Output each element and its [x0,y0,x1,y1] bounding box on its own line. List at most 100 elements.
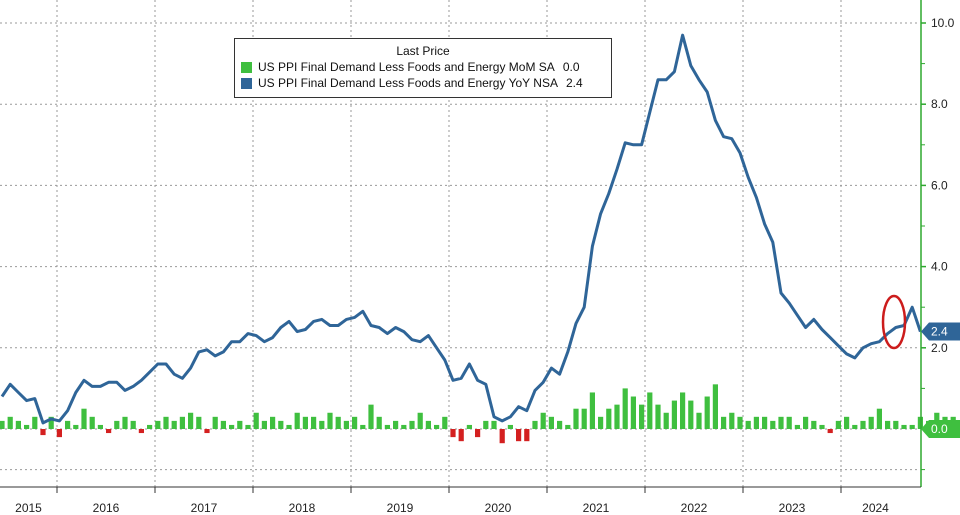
mom-bar [368,404,374,429]
mom-bar [171,420,177,429]
mom-bar [360,424,366,429]
mom-bar [450,429,456,438]
mom-bar [40,429,46,436]
last-value-badge [921,420,960,438]
last-value-label: 2.4 [931,325,948,339]
mom-bar [696,412,702,429]
mom-bar [655,404,661,429]
mom-bar [352,416,358,429]
mom-bar [319,420,325,429]
legend-item-yoy: US PPI Final Demand Less Foods and Energ… [241,75,611,91]
mom-bar [745,420,751,429]
mom-bar [138,429,144,434]
mom-bar [516,429,522,442]
legend: Last Price US PPI Final Demand Less Food… [234,38,612,98]
mom-bar [622,388,628,429]
mom-bar [598,416,604,429]
y-tick-label: 4.0 [931,260,948,274]
legend-label-mom: US PPI Final Demand Less Foods and Energ… [258,60,555,74]
legend-swatch-yoy [241,77,252,89]
mom-bar [868,416,874,429]
x-tick-label: 2024 [862,501,889,515]
mom-bar [532,420,538,429]
mom-bar [261,420,267,429]
mom-bar [376,416,382,429]
mom-bar [220,420,226,429]
mom-bar [56,429,62,438]
mom-bar [557,420,563,429]
mom-bar [458,429,464,442]
mom-bar [417,412,423,429]
mom-bar [753,416,759,429]
mom-bar [475,429,481,438]
mom-bar [48,416,54,429]
mom-bar [294,412,300,429]
mom-bar [762,416,768,429]
mom-bar [204,429,210,434]
mom-bar [614,404,620,429]
mom-bar [229,424,235,429]
mom-bar [803,416,809,429]
mom-bar [491,420,497,429]
mom-bar [565,424,571,429]
mom-bar [885,420,891,429]
x-tick-label: 2017 [191,501,218,515]
mom-bar [278,420,284,429]
mom-bar [671,400,677,429]
mom-bar [327,412,333,429]
y-tick-label: 6.0 [931,178,948,192]
highlight-ellipse [881,294,907,350]
mom-bar [778,416,784,429]
x-tick-label: 2015 [15,501,42,515]
mom-bar [15,420,21,429]
x-tick-label: 2021 [583,501,610,515]
legend-value-yoy: 2.4 [565,76,583,90]
x-tick-label: 2020 [485,501,512,515]
mom-bar [680,392,686,429]
legend-label-yoy: US PPI Final Demand Less Foods and Energ… [258,76,558,90]
mom-bar [647,392,653,429]
mom-bar [81,408,87,429]
mom-bar [794,424,800,429]
mom-bars [0,384,956,444]
x-tick-label: 2019 [387,501,414,515]
mom-bar [311,416,317,429]
mom-bar [524,429,530,442]
mom-bar [122,416,128,429]
mom-bar [663,412,669,429]
mom-bar [721,416,727,429]
mom-bar [827,429,833,434]
mom-bar [24,424,30,429]
mom-bar [893,420,899,429]
mom-bar [507,424,513,429]
mom-bar [335,416,341,429]
mom-bar [130,420,136,429]
y-tick-label: 8.0 [931,97,948,111]
mom-bar [212,416,218,429]
mom-bar [384,424,390,429]
gridlines [0,0,920,487]
mom-bar [466,424,472,429]
mom-bar [401,424,407,429]
y-tick-label: 2.0 [931,341,948,355]
legend-swatch-mom [241,61,252,73]
last-value-badge [921,322,960,341]
yoy-line [0,33,922,425]
mom-bar [548,416,554,429]
mom-bar [286,424,292,429]
mom-bar [163,416,169,429]
legend-item-mom: US PPI Final Demand Less Foods and Energ… [241,59,611,75]
mom-bar [704,396,710,429]
mom-bar [270,416,276,429]
mom-bar [811,420,817,429]
mom-bar [499,429,505,444]
mom-bar [770,420,776,429]
x-tick-label: 2022 [681,501,708,515]
mom-bar [7,416,13,429]
mom-bar [237,420,243,429]
mom-bar [729,412,735,429]
mom-bar [860,420,866,429]
mom-bar [876,408,882,429]
